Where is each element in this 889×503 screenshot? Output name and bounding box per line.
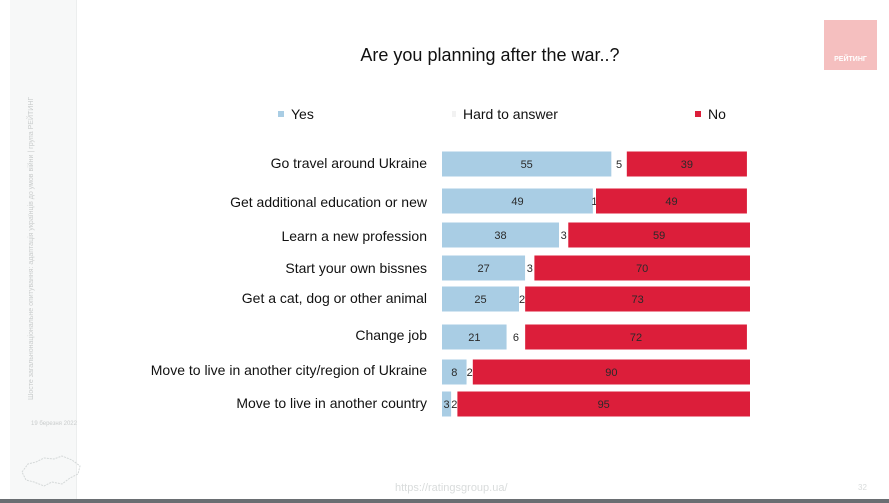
data-label-yes-1: 49 — [511, 196, 523, 208]
row-label-travel: Go travel around Ukraine — [270, 155, 427, 171]
row-label-move-country: Move to live in another country — [236, 395, 427, 411]
sidebar: Шосте загальнонаціональне опитування: ад… — [10, 0, 81, 503]
data-label-yes-2: 38 — [494, 230, 506, 242]
company-logo: РЕЙТИНГ — [824, 20, 877, 70]
legend-no-marker — [695, 111, 701, 118]
bar-yes-4 — [442, 286, 519, 312]
bar-yes-5 — [442, 324, 507, 350]
footer-url[interactable]: https://ratingsgroup.ua/ — [395, 482, 508, 494]
data-label-hard-0: 5 — [616, 159, 622, 171]
data-label-no-6: 90 — [605, 367, 617, 379]
data-label-yes-4: 25 — [474, 294, 486, 306]
legend-hard-label: Hard to answer — [463, 106, 558, 122]
sidebar-date: 19 березня 2022 — [31, 421, 77, 427]
bar-no-5 — [525, 324, 747, 350]
bar-yes-1 — [442, 188, 593, 214]
data-label-hard-4: 2 — [519, 294, 525, 306]
bar-hard-0 — [611, 151, 627, 177]
bar-no-1 — [596, 188, 747, 214]
bar-no-0 — [626, 151, 747, 177]
data-label-no-5: 72 — [630, 332, 642, 344]
legend-yes: Yes — [278, 104, 314, 124]
bar-no-2 — [568, 222, 750, 248]
data-label-hard-2: 3 — [561, 230, 567, 242]
data-label-no-2: 59 — [653, 230, 665, 242]
data-label-yes-7: 3 — [444, 399, 450, 411]
data-label-hard-7: 2 — [451, 399, 457, 411]
data-label-hard-1: 1 — [591, 196, 597, 208]
legend-hard-marker — [452, 111, 456, 118]
data-label-yes-3: 27 — [477, 263, 489, 275]
data-label-hard-6: 2 — [467, 367, 473, 379]
row-label-change-job: Change job — [355, 327, 427, 343]
legend-no: No — [695, 104, 726, 124]
bar-no-7 — [457, 391, 750, 417]
data-label-yes-0: 55 — [521, 159, 533, 171]
legend-yes-marker — [278, 111, 284, 118]
data-label-no-7: 95 — [598, 399, 610, 411]
row-label-pet: Get a cat, dog or other animal — [241, 290, 427, 306]
bar-yes-7 — [442, 391, 452, 417]
bottom-bar — [0, 499, 889, 503]
row-label-profession: Learn a new profession — [281, 228, 427, 244]
bar-no-4 — [525, 286, 750, 312]
chart-title: Are you planning after the war..? — [360, 45, 620, 65]
data-label-hard-5: 6 — [513, 332, 519, 344]
bar-no-6 — [472, 359, 750, 385]
bar-hard-3 — [525, 255, 535, 281]
row-label-education: Get additional education or new — [230, 194, 427, 210]
data-label-hard-3: 3 — [527, 263, 533, 275]
logo-text: РЕЙТИНГ — [834, 56, 867, 63]
data-label-no-0: 39 — [681, 159, 693, 171]
bar-no-3 — [534, 255, 750, 281]
legend-yes-label: Yes — [291, 106, 314, 122]
legend-hard-to-answer: Hard to answer — [452, 104, 558, 124]
data-label-no-4: 73 — [631, 294, 643, 306]
data-label-yes-5: 21 — [468, 332, 480, 344]
bar-yes-3 — [442, 255, 526, 281]
page-number: 32 — [858, 483, 867, 492]
bar-yes-6 — [442, 359, 467, 385]
row-label-move-city: Move to live in another city/region of U… — [150, 362, 427, 378]
bar-hard-4 — [519, 286, 526, 312]
bar-hard-1 — [592, 188, 596, 214]
data-label-no-3: 70 — [636, 263, 648, 275]
legend-no-label: No — [708, 106, 726, 122]
bar-hard-2 — [559, 222, 569, 248]
bar-yes-2 — [442, 222, 560, 248]
bar-yes-0 — [442, 151, 612, 177]
data-label-no-1: 49 — [665, 196, 677, 208]
data-label-yes-6: 8 — [451, 367, 457, 379]
row-label-business: Start your own bissnes — [285, 260, 427, 276]
ukraine-map-icon — [21, 455, 81, 487]
bar-hard-5 — [506, 324, 526, 350]
bar-hard-6 — [466, 359, 473, 385]
bar-hard-7 — [451, 391, 458, 417]
